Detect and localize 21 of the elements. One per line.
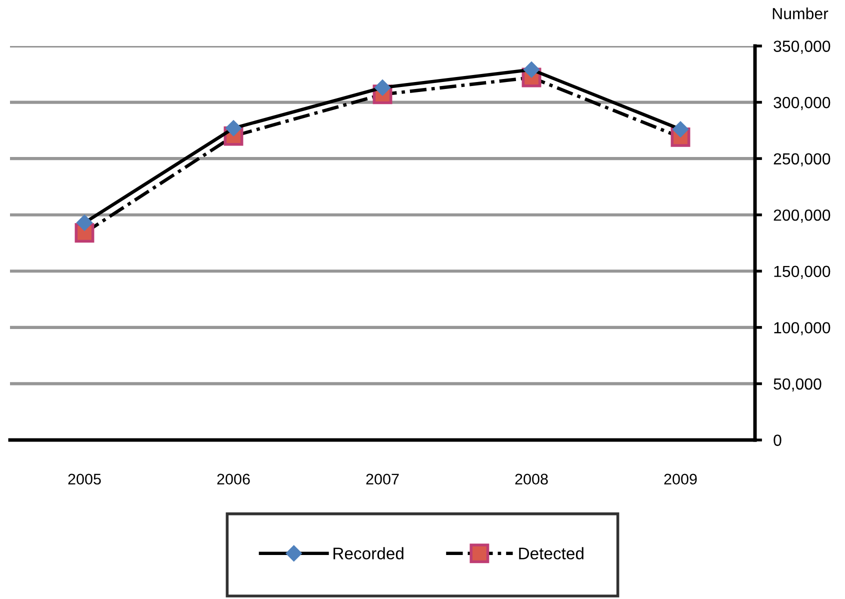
point <box>523 61 540 78</box>
y-tick-label: 350,000 <box>774 40 830 54</box>
legend-label: Detected <box>519 547 584 560</box>
legend-label: Recorded <box>334 547 404 560</box>
point <box>225 120 242 136</box>
y-tick-label: 300,000 <box>774 96 830 110</box>
y-tick-label: 50,000 <box>774 378 822 392</box>
y-tick-label: 100,000 <box>774 322 830 336</box>
x-tick-label: 2009 <box>664 474 697 485</box>
x-tick-label: 2008 <box>515 474 548 485</box>
point <box>374 79 391 96</box>
x-tick-label: 2005 <box>68 474 101 485</box>
point <box>76 214 93 231</box>
y-tick-label: 0 <box>774 434 782 446</box>
y-tick-label: 250,000 <box>774 153 830 166</box>
y-tick-label: 150,000 <box>774 266 830 279</box>
x-tick-label: 2007 <box>366 474 399 485</box>
y-tick-label: 200,000 <box>774 209 830 223</box>
point <box>672 121 689 138</box>
x-tick-label: 2006 <box>217 474 250 485</box>
y-axis-title: Number <box>772 8 828 20</box>
